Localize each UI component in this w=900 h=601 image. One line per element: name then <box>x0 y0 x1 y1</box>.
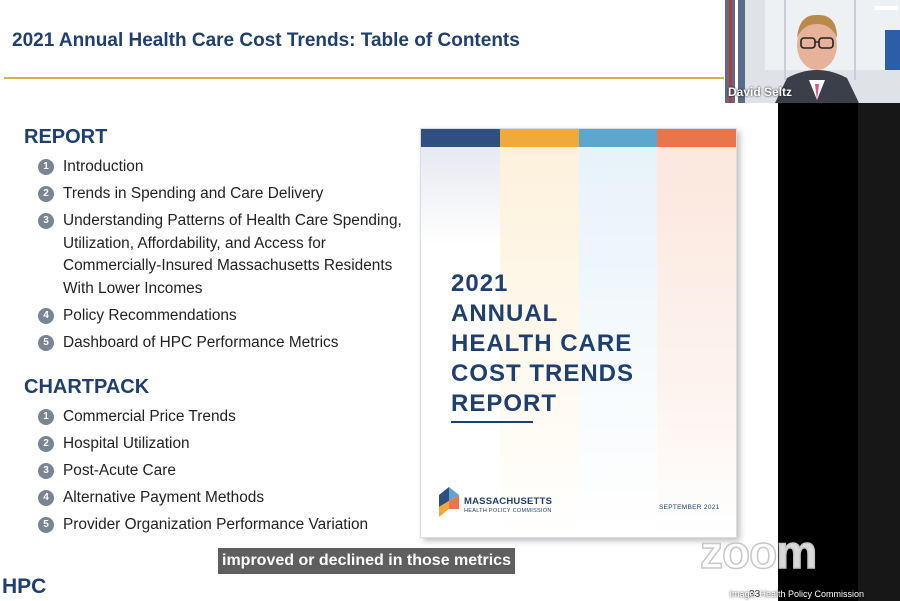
toc-item: 4 Policy Recommendations <box>38 305 408 328</box>
speaker-video-frame <box>725 0 900 103</box>
cover-title-line: ANNUAL <box>451 300 559 327</box>
toc-item: 5 Dashboard of HPC Performance Metrics <box>38 332 408 355</box>
item-number-badge: 5 <box>38 517 54 533</box>
cover-title-line: COST TRENDS <box>451 360 635 387</box>
toc-item: 4 Alternative Payment Methods <box>38 487 408 510</box>
cover-title-underline <box>451 421 533 423</box>
toc-item-label: Post-Acute Care <box>63 462 176 479</box>
toc-item-label: Provider Organization Performance Variat… <box>63 516 369 533</box>
item-number-badge: 2 <box>38 186 54 202</box>
live-caption: improved or declined in those metrics <box>218 548 515 574</box>
toc-item: 1 Introduction <box>38 156 408 179</box>
title-divider <box>4 77 724 79</box>
cover-fade-navy <box>421 147 500 537</box>
toc-item: 5 Provider Organization Performance Varia… <box>38 514 408 537</box>
item-number-badge: 1 <box>38 159 54 175</box>
toc-item-label: Trends in Spending and Care Delivery <box>63 185 324 202</box>
cover-logo-subtitle: HEALTH POLICY COMMISSION <box>464 508 552 514</box>
hpc-logo: HPC <box>2 575 47 598</box>
slide-title: 2021 Annual Health Care Cost Trends: Tab… <box>12 30 520 51</box>
speaker-video-tile[interactable]: David Seltz <box>725 0 900 103</box>
cover-stripe-blue <box>578 129 658 147</box>
cover-stripe-orange <box>657 129 736 147</box>
report-heading: REPORT <box>24 126 108 148</box>
toc-item-label: Alternative Payment Methods <box>63 489 265 506</box>
cover-date: SEPTEMBER 2021 <box>659 504 720 511</box>
speaker-name-label: David Seltz <box>728 85 793 99</box>
chartpack-list: 1 Commercial Price Trends 2 Hospital Utili… <box>38 406 408 541</box>
item-number-badge: 1 <box>38 409 54 425</box>
panel-strip <box>858 103 900 601</box>
cover-logo-name: MASSACHUSETTS <box>464 496 553 507</box>
cover-stripe-navy <box>421 129 500 147</box>
toc-item-label: Dashboard of HPC Performance Metrics <box>63 333 339 351</box>
toc-item-label: Policy Recommendations <box>63 306 237 324</box>
cover-fade-orange <box>657 147 736 537</box>
item-number-badge: 2 <box>38 436 54 452</box>
toc-item: 2 Trends in Spending and Care Delivery <box>38 183 408 206</box>
toc-item-label: Understanding Patterns of Health Care Sp… <box>63 212 402 297</box>
item-number-badge: 5 <box>38 334 54 351</box>
toc-item: 3 Post-Acute Care <box>38 460 408 483</box>
cover-fade-gold <box>499 147 579 537</box>
toc-item: 1 Commercial Price Trends <box>38 406 408 429</box>
toc-item-label: Commercial Price Trends <box>63 408 236 425</box>
image-credit: Image: Health Policy Commission <box>729 589 864 599</box>
massachusetts-hpc-logo-icon <box>439 487 459 517</box>
toc-item-label: Hospital Utilization <box>63 435 190 452</box>
slide-page-number: 33 <box>749 589 761 600</box>
item-number-badge: 3 <box>38 213 54 229</box>
report-cover-image: 2021 ANNUAL HEALTH CARE COST TRENDS REPO… <box>420 128 737 538</box>
cover-title-line: 2021 <box>451 270 509 297</box>
presentation-slide: 2021 Annual Health Care Cost Trends: Tab… <box>2 30 761 600</box>
toc-item: 2 Hospital Utilization <box>38 433 408 456</box>
item-number-badge: 4 <box>38 307 54 324</box>
item-number-badge: 4 <box>38 490 54 506</box>
toc-item: 3 Understanding Patterns of Health Care S… <box>38 210 408 300</box>
item-number-badge: 3 <box>38 463 54 479</box>
cover-fade-blue <box>578 147 658 537</box>
chartpack-heading: CHARTPACK <box>24 376 150 398</box>
cover-stripe-gold <box>499 129 579 147</box>
cover-title-line: HEALTH CARE <box>451 330 633 357</box>
zoom-watermark: zoom <box>699 525 818 579</box>
toc-item-label: Introduction <box>63 158 144 175</box>
empty-video-area <box>778 103 900 601</box>
report-list: 1 Introduction 2 Trends in Spending and Ca… <box>38 156 408 359</box>
cover-title: 2021 ANNUAL HEALTH CARE COST TRENDS REPO… <box>451 269 711 419</box>
cover-title-line: REPORT <box>451 390 558 417</box>
